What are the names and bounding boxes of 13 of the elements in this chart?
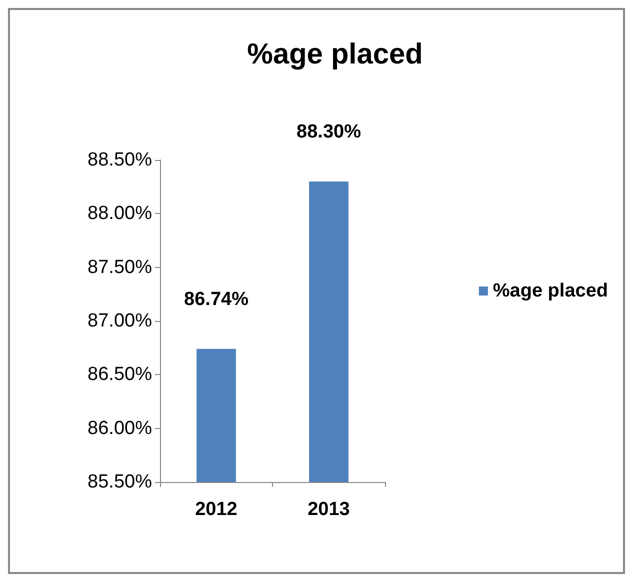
y-tick-label: 88.50% — [88, 150, 152, 170]
data-label: 88.30% — [296, 121, 362, 142]
chart-title: %age placed — [247, 38, 423, 70]
y-tick-label: 85.50% — [88, 472, 152, 492]
x-tick-label: 2012 — [195, 499, 238, 520]
y-tick-label: 88.00% — [88, 203, 152, 224]
data-label: 86.74% — [184, 288, 249, 310]
legend-label: %age placed — [492, 280, 608, 302]
y-tick-label: 87.00% — [88, 310, 152, 332]
y-tick-label: 86.00% — [88, 418, 152, 439]
y-tick-label: 87.50% — [88, 256, 152, 278]
x-tick-label: 2013 — [308, 499, 350, 520]
y-tick-label: 86.50% — [88, 364, 152, 386]
